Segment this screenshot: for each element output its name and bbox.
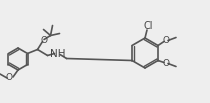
Text: O: O <box>6 73 13 82</box>
Text: O: O <box>40 36 47 44</box>
Text: O: O <box>163 36 169 45</box>
Text: O: O <box>163 59 169 68</box>
Text: NH: NH <box>50 49 65 59</box>
Text: Cl: Cl <box>143 21 153 31</box>
